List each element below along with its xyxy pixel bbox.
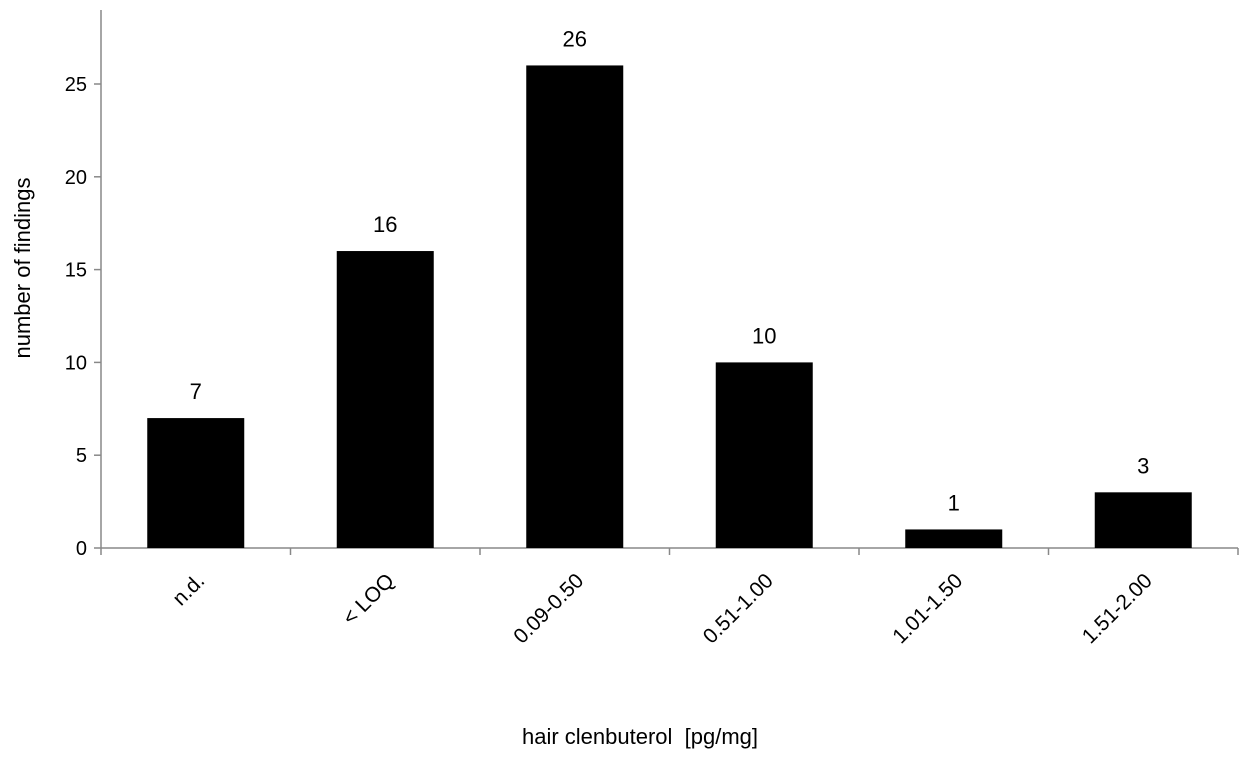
data-label: 16: [373, 212, 397, 237]
y-axis: 0 5 10 15 20 25: [65, 10, 102, 560]
x-axis: [100, 547, 1239, 555]
bar: [147, 418, 245, 548]
category-label: < LOQ: [338, 569, 398, 629]
data-label: 3: [1137, 453, 1149, 478]
y-tick-label: 25: [65, 74, 87, 96]
y-axis-title: number of findings: [10, 178, 35, 359]
category-label: n.d.: [168, 569, 209, 610]
category-label: 1.01-1.50: [888, 569, 967, 648]
data-label: 10: [752, 323, 776, 348]
bar: [1094, 492, 1192, 548]
y-tick-label: 10: [65, 352, 87, 374]
bar: [526, 65, 624, 548]
bar: [715, 362, 813, 548]
bar: [905, 529, 1003, 548]
data-label: 1: [948, 490, 960, 515]
data-labels: 7 16 26 10 1 3: [190, 26, 1150, 515]
category-label: 0.51-1.00: [699, 569, 778, 648]
y-tick-label: 5: [76, 445, 87, 467]
category-labels: n.d. < LOQ 0.09-0.50 0.51-1.00 1.01-1.50 1.51…: [168, 569, 1157, 648]
data-label: 7: [190, 379, 202, 404]
data-label: 26: [563, 26, 587, 51]
category-label: 1.51-2.00: [1078, 569, 1157, 648]
y-tick-label: 20: [65, 167, 87, 189]
bar: [336, 251, 434, 549]
y-tick-label: 0: [76, 538, 87, 560]
y-tick-label: 15: [65, 260, 87, 282]
x-axis-title: hair clenbuterol [pg/mg]: [522, 724, 758, 749]
category-label: 0.09-0.50: [509, 569, 588, 648]
bars: [147, 65, 1192, 549]
